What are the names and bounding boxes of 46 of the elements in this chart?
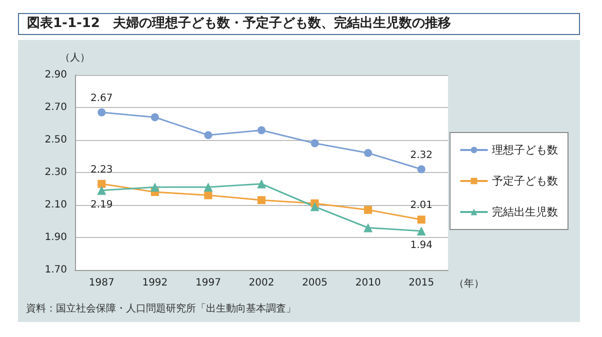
- x-tick-label: 2015: [408, 278, 434, 288]
- point: [150, 182, 160, 192]
- x-axis-title: （年）: [454, 278, 484, 290]
- point: [310, 202, 320, 212]
- point: [204, 131, 212, 140]
- x-tick-label: 1997: [195, 278, 221, 288]
- y-tick-label: 1.90: [44, 232, 67, 243]
- point: [417, 216, 426, 224]
- data-label: 2.32: [410, 150, 432, 161]
- point: [204, 191, 212, 200]
- point: [364, 149, 372, 157]
- point: [98, 108, 106, 116]
- legend-label: 完結出生児数: [492, 206, 558, 218]
- data-label: 2.23: [90, 164, 113, 176]
- legend-label: 予定子ども数: [492, 174, 558, 188]
- point: [364, 223, 373, 232]
- point: [150, 113, 159, 122]
- y-tick-label: 2.50: [44, 134, 67, 146]
- y-axis-title: （人）: [60, 52, 90, 64]
- text: 資料：国立社会保障・人口問題研究所「出生動向基本調査」: [26, 302, 296, 314]
- point: [416, 226, 426, 236]
- point: [364, 206, 372, 214]
- data-label: 2.67: [90, 92, 113, 104]
- data-label: 1.94: [410, 240, 432, 251]
- x-tick-label: 1992: [142, 278, 168, 288]
- point: [204, 182, 213, 192]
- y-tick-label: 2.30: [44, 167, 67, 178]
- point: [98, 180, 106, 188]
- point: [310, 139, 319, 148]
- x-tick-label: 2010: [355, 278, 381, 288]
- data-label: 2.01: [410, 200, 432, 212]
- point: [258, 126, 266, 134]
- x-tick-label: 2005: [302, 278, 328, 288]
- y-tick-label: 2.70: [44, 102, 67, 113]
- chart-title: 図表1-1-12 夫婦の理想子ども数・予定子ども数、完結出生児数の推移: [18, 13, 580, 35]
- x-tick-label: 2002: [248, 278, 274, 288]
- legend-label: 理想子ども数: [492, 144, 558, 156]
- point: [417, 165, 426, 174]
- point: [258, 196, 266, 204]
- y-tick-label: 2.90: [44, 70, 67, 80]
- point: [97, 186, 106, 195]
- y-tick-label: 1.70: [44, 264, 67, 276]
- x-tick-label: 1987: [88, 278, 114, 288]
- point: [257, 179, 266, 188]
- y-tick-label: 2.10: [44, 200, 67, 210]
- data-label: 2.19: [90, 199, 113, 210]
